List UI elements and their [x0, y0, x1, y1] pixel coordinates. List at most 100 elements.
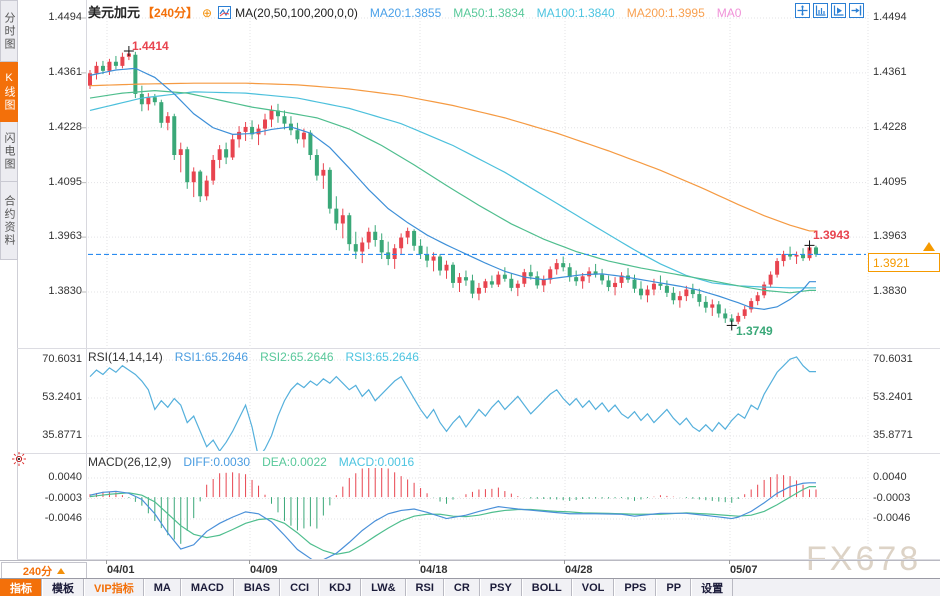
date-label: 04/28 — [565, 564, 593, 576]
price-axis-label-right: 1.4361 — [873, 65, 907, 78]
toolbar-item-模板[interactable]: 模板 — [42, 579, 84, 596]
chart-canvas[interactable] — [0, 0, 940, 560]
toolbar-item-MACD[interactable]: MACD — [180, 579, 234, 596]
price-axis-label-right: 1.4494 — [873, 11, 907, 23]
diff-value: DIFF:0.0030 — [183, 455, 251, 469]
toolbar-item-PSY[interactable]: PSY — [479, 579, 522, 596]
jump-to-latest-icon[interactable] — [849, 3, 864, 18]
date-label: 04/18 — [420, 564, 448, 576]
sidebar-tab-kline[interactable]: K线图 — [0, 62, 18, 122]
high-price-label: 1.4414 — [132, 39, 169, 53]
low-marker-icon — [726, 320, 737, 331]
ma0-value: MA0 — [716, 6, 742, 20]
date-label: 05/07 — [730, 564, 758, 576]
macd-axis-label-left: -0.0046 — [44, 512, 82, 525]
period-button-label: 240分 — [22, 565, 53, 578]
chevron-up-icon — [57, 567, 66, 574]
sidebar-tab-timeline[interactable]: 分时图 — [0, 0, 18, 62]
ma50-value: MA50:1.3834 — [453, 6, 525, 20]
toolbar-item-LW&[interactable]: LW& — [361, 579, 406, 596]
low-price-label: 1.3749 — [736, 324, 773, 338]
rsi-axis-label-right: 35.8771 — [873, 429, 913, 441]
ma50-line — [89, 90, 816, 294]
toolbar-item-CR[interactable]: CR — [443, 579, 480, 596]
toolbar-item-PP[interactable]: PP — [656, 579, 692, 596]
date-tick — [249, 560, 250, 564]
crosshair-icon[interactable] — [795, 3, 810, 18]
ma20-line — [89, 67, 816, 310]
diff-line — [89, 482, 816, 559]
toolbar-item-指标[interactable]: 指标 — [0, 579, 42, 596]
date-tick — [106, 560, 107, 564]
ma200-value: MA200:1.3995 — [626, 6, 705, 20]
dea-value: DEA:0.0022 — [262, 455, 327, 469]
chart-controls — [795, 3, 864, 18]
chart-header: 美元加元 【240分】 ⊕ MA(20,50,100,200,0,0) MA20:1.3… — [88, 2, 741, 22]
rsi-header: RSI(14,14,14) RSI1:65.2646 RSI2:65.2646 RSI… — [88, 350, 419, 364]
rsi1-value: RSI1:65.2646 — [174, 350, 249, 364]
ma20-value: MA20:1.3855 — [369, 6, 442, 20]
price-axis-label-left: 1.4228 — [48, 120, 82, 133]
price-axis-label-left: 1.4494 — [48, 11, 82, 23]
date-tick — [729, 560, 730, 564]
price-pointer-icon — [923, 242, 935, 251]
rsi-axis-label-right: 70.6031 — [873, 353, 913, 365]
macd-histogram — [89, 468, 817, 544]
price-axis-label-right: 1.4095 — [873, 175, 907, 188]
macd-axis-label-right: -0.0046 — [873, 512, 911, 525]
chart-type-icon[interactable] — [218, 6, 232, 22]
date-label: 04/01 — [107, 564, 135, 576]
ma200-line — [89, 82, 816, 232]
price-axis-label-right: 1.4228 — [873, 120, 907, 133]
rsi-line — [89, 356, 816, 451]
swing-high-label: 1.3943 — [813, 228, 850, 242]
rsi-axis-label-right: 53.2401 — [873, 391, 913, 403]
macd-axis-label-left: 0.0040 — [48, 471, 82, 484]
circle-plus-icon[interactable]: ⊕ — [202, 6, 213, 20]
macd-value: MACD:0.0016 — [338, 455, 415, 469]
toolbar-item-设置[interactable]: 设置 — [691, 579, 734, 596]
toolbar-item-MA[interactable]: MA — [143, 579, 181, 596]
rsi2-value: RSI2:65.2646 — [260, 350, 334, 364]
rsi-axis-label-left: 53.2401 — [42, 391, 82, 403]
ma-settings: MA(20,50,100,200,0,0) — [235, 6, 358, 20]
price-axis-label-left: 1.4361 — [48, 65, 82, 78]
axis-play-icon[interactable] — [831, 3, 846, 18]
price-axis-label-right: 1.3963 — [873, 230, 907, 243]
macd-header: MACD(26,12,9) DIFF:0.0030 DEA:0.0022 MACD:0… — [88, 455, 414, 469]
date-tick — [564, 560, 565, 564]
macd-axis-label-left: -0.0003 — [44, 491, 82, 504]
sidebar-tab-lightning[interactable]: 闪电图 — [0, 122, 18, 182]
date-tick — [419, 560, 420, 564]
toolbar-item-VOL[interactable]: VOL — [571, 579, 615, 596]
period-label: 【240分】 — [142, 6, 199, 20]
price-axis-label-left: 1.4095 — [48, 175, 82, 188]
indicator-toolbar: 指标 模板 VIP指标 MA MACD BIAS CCI KDJ LW& RSI CR PSY BOLL… — [0, 578, 940, 596]
macd-axis-label-right: 0.0040 — [873, 471, 907, 484]
toolbar-item-CCI[interactable]: CCI — [280, 579, 320, 596]
toolbar-item-KDJ[interactable]: KDJ — [319, 579, 362, 596]
ma100-value: MA100:1.3840 — [536, 6, 615, 20]
rsi3-value: RSI3:65.2646 — [345, 350, 419, 364]
toolbar-item-BIAS[interactable]: BIAS — [233, 579, 281, 596]
swing-high-marker-icon — [804, 240, 815, 251]
period-selector-button[interactable]: 240分 — [1, 562, 87, 579]
macd-axis-label-right: -0.0003 — [873, 491, 911, 504]
rsi-axis-label-left: 70.6031 — [42, 353, 82, 365]
toolbar-item-PPS[interactable]: PPS — [614, 579, 657, 596]
macd-title: MACD(26,12,9) — [88, 455, 172, 469]
date-axis-row: 240分 04/01 04/09 04/18 04/28 05/07 — [0, 560, 940, 579]
toolbar-item-RSI[interactable]: RSI — [405, 579, 444, 596]
price-axis-label-left: 1.3963 — [48, 230, 82, 243]
sidebar-tab-contract-info[interactable]: 合约资料 — [0, 182, 18, 260]
price-axis-label-right: 1.3830 — [873, 284, 907, 297]
toolbar-item-VIP指标[interactable]: VIP指标 — [84, 579, 144, 596]
chart-mode-sidebar: 分时图 K线图 闪电图 合约资料 — [0, 0, 18, 260]
axis-scale-icon[interactable] — [813, 3, 828, 18]
symbol-name: 美元加元 — [88, 5, 141, 20]
indicator-settings-icon[interactable] — [11, 451, 27, 472]
high-marker-icon — [123, 46, 134, 57]
toolbar-item-BOLL[interactable]: BOLL — [521, 579, 572, 596]
price-axis-label-left: 1.3830 — [48, 284, 82, 297]
